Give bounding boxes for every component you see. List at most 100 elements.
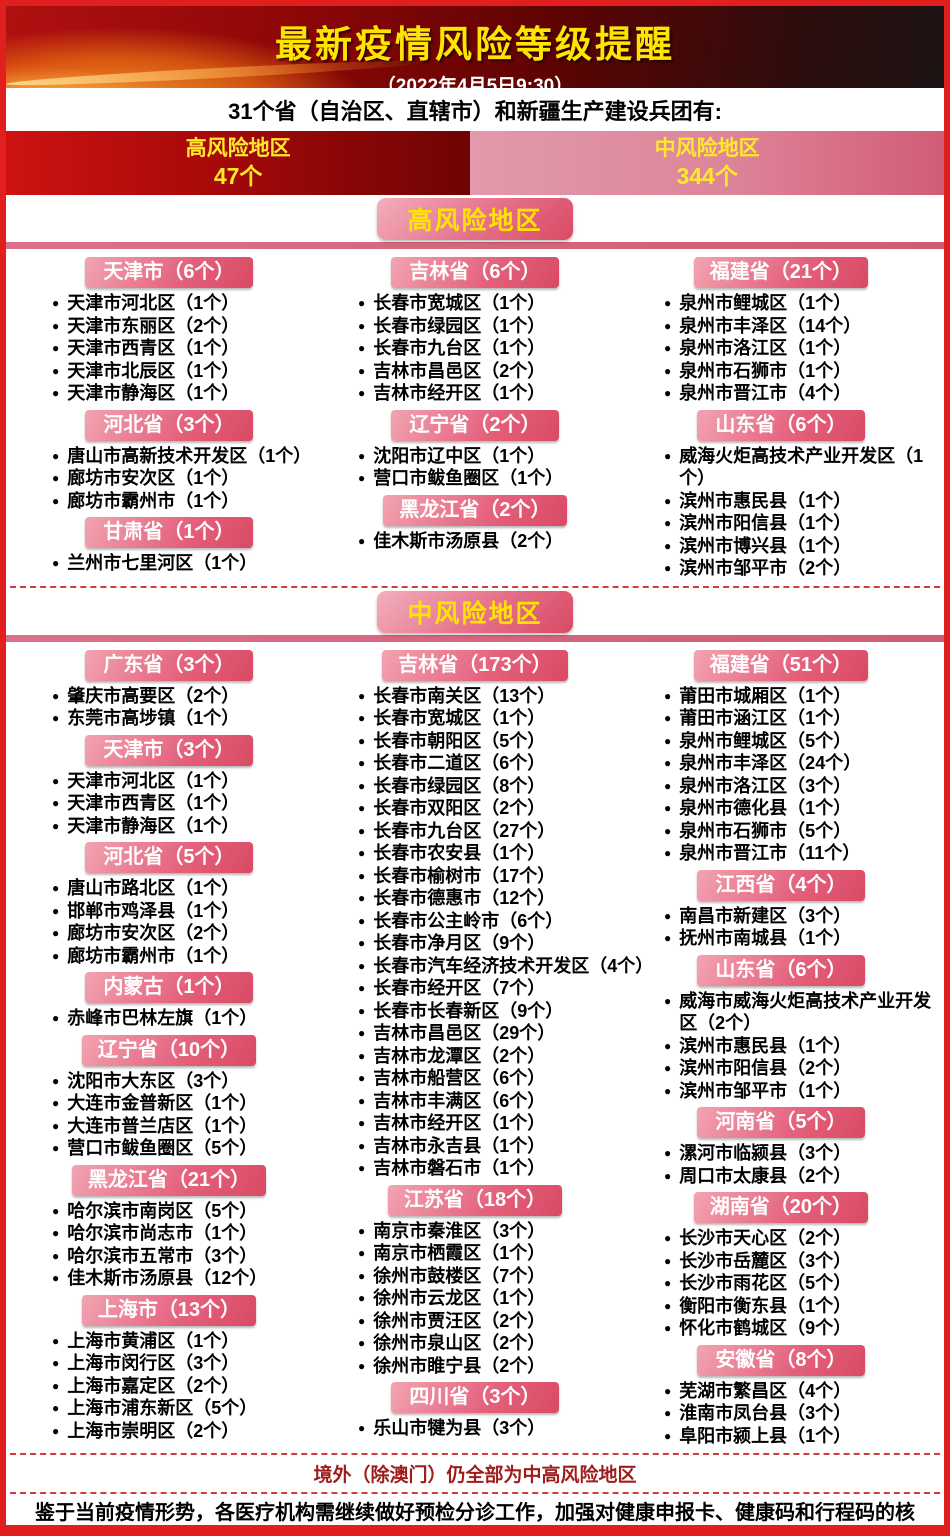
bullet-icon: ●	[663, 448, 672, 463]
risk-area-label: 唐山市高新技术开发区（1个）	[67, 445, 312, 466]
risk-area-item: ● 长春市九台区（1个）	[358, 337, 628, 360]
risk-area-item: ● 周口市太康县（2个）	[664, 1165, 934, 1188]
risk-area-item: ● 大连市普兰店区（1个）	[52, 1115, 322, 1138]
bullet-icon: ●	[52, 471, 60, 485]
risk-area-item: ● 长春市宽城区（1个）	[358, 707, 628, 730]
medium-risk-columns: 广东省（3个） ● 肇庆市高要区（2个） ● 东莞市高埗镇（1个） 天津市（3个） ● 天津市…	[6, 642, 944, 1452]
risk-area-label: 长春市绿园区（1个）	[373, 315, 546, 336]
province-pill-row: 天津市（6个）	[16, 257, 322, 288]
risk-area-list: ● 唐山市路北区（1个） ● 邯郸市鸡泽县（1个） ● 廊坊市安次区（2个） ● 廊坊市霸州市…	[16, 877, 322, 967]
bullet-icon: ●	[357, 936, 366, 950]
bullet-icon: ●	[52, 903, 60, 918]
risk-area-item: ● 南京市秦淮区（3个）	[358, 1220, 628, 1243]
risk-area-list: ● 肇庆市高要区（2个） ● 东莞市高埗镇（1个）	[16, 685, 322, 730]
bullet-icon: ●	[52, 711, 60, 725]
bullet-icon: ●	[663, 363, 672, 378]
high-risk-banner-count: 47个	[213, 163, 263, 189]
bullet-icon: ●	[663, 1298, 672, 1313]
risk-area-label: 长春市宽城区（1个）	[373, 293, 546, 313]
risk-area-label: 乐山市犍为县（3个）	[373, 1418, 546, 1438]
risk-area-label: 泉州市鲤城区（1个）	[679, 293, 852, 313]
province-pill: 天津市（3个）	[84, 734, 253, 766]
risk-area-item: ● 泉州市德化县（1个）	[664, 797, 934, 820]
risk-area-label: 怀化市鹤城区（9个）	[679, 1318, 852, 1338]
risk-area-label: 威海市威海火炬高技术产业开发区（2个）	[679, 990, 932, 1034]
bullet-icon: ●	[357, 1116, 366, 1130]
bullet-icon: ●	[357, 958, 366, 973]
province-pill: 河北省（5个）	[84, 842, 253, 873]
bullet-icon: ●	[357, 891, 366, 905]
risk-area-label: 长春市绿园区（8个）	[373, 775, 546, 796]
medium-risk-column-2: 吉林省（173个） ● 长春市南关区（13个） ● 长春市宽城区（1个） ● 长春市朝阳区（…	[322, 645, 653, 1440]
bullet-icon: ●	[357, 1048, 366, 1063]
risk-area-label: 长沙市岳麓区（3个）	[679, 1250, 852, 1271]
risk-area-label: 滨州市惠民县（1个）	[679, 490, 852, 511]
bullet-icon: ●	[357, 1026, 366, 1040]
risk-area-label: 徐州市云龙区（1个）	[373, 1288, 546, 1308]
risk-area-item: ● 长春市净月区（9个）	[358, 932, 628, 955]
risk-area-item: ● 上海市闵行区（3个）	[52, 1352, 322, 1375]
dashed-divider	[10, 1453, 940, 1455]
bullet-icon: ●	[52, 1141, 60, 1155]
bullet-icon: ●	[357, 733, 366, 748]
province-pill: 黑龙江省（2个）	[383, 494, 567, 526]
risk-area-list: ● 哈尔滨市南岗区（5个） ● 哈尔滨市尚志市（1个） ● 哈尔滨市五常市（3个） ● 佳木斯…	[16, 1200, 322, 1290]
province-pill: 山东省（6个）	[696, 954, 865, 986]
risk-area-label: 哈尔滨市南岗区（5个）	[67, 1200, 258, 1221]
risk-area-label: 泉州市石狮市（1个）	[679, 360, 852, 381]
bullet-icon: ●	[357, 1223, 366, 1238]
medium-risk-banner: 中风险地区 344个	[470, 131, 944, 195]
risk-area-label: 赤峰市巴林左旗（1个）	[67, 1008, 258, 1028]
risk-area-label: 天津市河北区（1个）	[67, 293, 240, 313]
risk-area-item: ● 南昌市新建区（3个）	[664, 905, 934, 928]
risk-area-item: ● 上海市崇明区（2个）	[52, 1420, 322, 1443]
risk-area-list: ● 乐山市犍为县（3个）	[322, 1417, 628, 1440]
risk-area-item: ● 沈阳市大东区（3个）	[52, 1070, 322, 1093]
risk-area-label: 沈阳市大东区（3个）	[67, 1070, 240, 1091]
province-pill-row: 吉林省（6个）	[322, 257, 628, 288]
risk-area-item: ● 长春市绿园区（8个）	[358, 775, 628, 798]
bullet-icon: ●	[663, 688, 672, 703]
risk-area-list: ● 莆田市城厢区（1个） ● 莆田市涵江区（1个） ● 泉州市鲤城区（5个） ● 泉州市丰泽区…	[628, 685, 934, 865]
province-pill-row: 上海市（13个）	[16, 1294, 322, 1326]
risk-area-item: ● 吉林市经开区（1个）	[358, 382, 628, 405]
bullet-icon: ●	[357, 1003, 366, 1018]
risk-area-item: ● 长春市朝阳区（5个）	[358, 730, 628, 753]
risk-area-label: 滨州市惠民县（1个）	[679, 1035, 852, 1056]
bullet-icon: ●	[663, 386, 672, 400]
risk-area-item: ● 泉州市石狮市（5个）	[664, 820, 934, 843]
risk-area-item: ● 长春市长春新区（9个）	[358, 1000, 628, 1023]
province-pill: 福建省（21个）	[693, 257, 869, 288]
risk-area-item: ● 泉州市晋江市（4个）	[664, 382, 934, 405]
province-pill: 吉林省（173个）	[382, 649, 568, 681]
risk-area-label: 淮南市凤台县（3个）	[679, 1403, 852, 1423]
province-pill: 江西省（4个）	[696, 869, 865, 901]
risk-area-item: ● 泉州市丰泽区（14个）	[664, 315, 934, 338]
risk-area-item: ● 滨州市阳信县（2个）	[664, 1057, 934, 1080]
risk-area-label: 长春市长春新区（9个）	[373, 1000, 564, 1021]
bullet-icon: ●	[357, 1313, 366, 1328]
high-risk-section-badge: 高风险地区	[377, 198, 573, 240]
province-pill: 安徽省（8个）	[696, 1344, 865, 1376]
risk-area-label: 泉州市鲤城区（5个）	[679, 730, 852, 751]
high-risk-column-1: 天津市（6个） ● 天津市河北区（1个） ● 天津市东丽区（2个） ● 天津市西青区（1个）…	[16, 252, 322, 575]
province-pill: 广东省（3个）	[84, 649, 253, 681]
province-pill: 四川省（3个）	[390, 1382, 559, 1413]
risk-area-item: ● 吉林市船营区（6个）	[358, 1067, 628, 1090]
summary-banners: 高风险地区 47个 中风险地区 344个	[6, 131, 944, 195]
risk-area-label: 天津市河北区（1个）	[67, 770, 240, 791]
province-pill-row: 黑龙江省（21个）	[16, 1164, 322, 1196]
bullet-icon: ●	[52, 948, 60, 963]
bullet-icon: ●	[357, 1421, 366, 1435]
risk-area-label: 兰州市七里河区（1个）	[67, 553, 258, 573]
bullet-icon: ●	[663, 711, 672, 725]
bullet-icon: ●	[52, 926, 60, 940]
risk-area-label: 哈尔滨市尚志市（1个）	[67, 1223, 258, 1243]
risk-area-label: 泉州市洛江区（3个）	[679, 775, 852, 796]
province-pill-row: 广东省（3个）	[16, 649, 322, 681]
risk-area-item: ● 泉州市丰泽区（24个）	[664, 752, 934, 775]
risk-area-item: ● 徐州市贾汪区（2个）	[358, 1310, 628, 1333]
province-pill-row: 天津市（3个）	[16, 734, 322, 766]
bullet-icon: ●	[663, 1253, 672, 1268]
risk-area-label: 天津市静海区（1个）	[67, 815, 240, 836]
